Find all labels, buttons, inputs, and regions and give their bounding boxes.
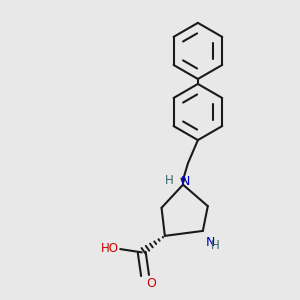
Polygon shape <box>181 178 185 185</box>
Text: H: H <box>211 239 220 252</box>
Text: N: N <box>206 236 215 249</box>
Text: O: O <box>147 277 157 290</box>
Text: H: H <box>165 174 174 187</box>
Text: HO: HO <box>100 242 118 255</box>
Text: N: N <box>180 175 190 188</box>
